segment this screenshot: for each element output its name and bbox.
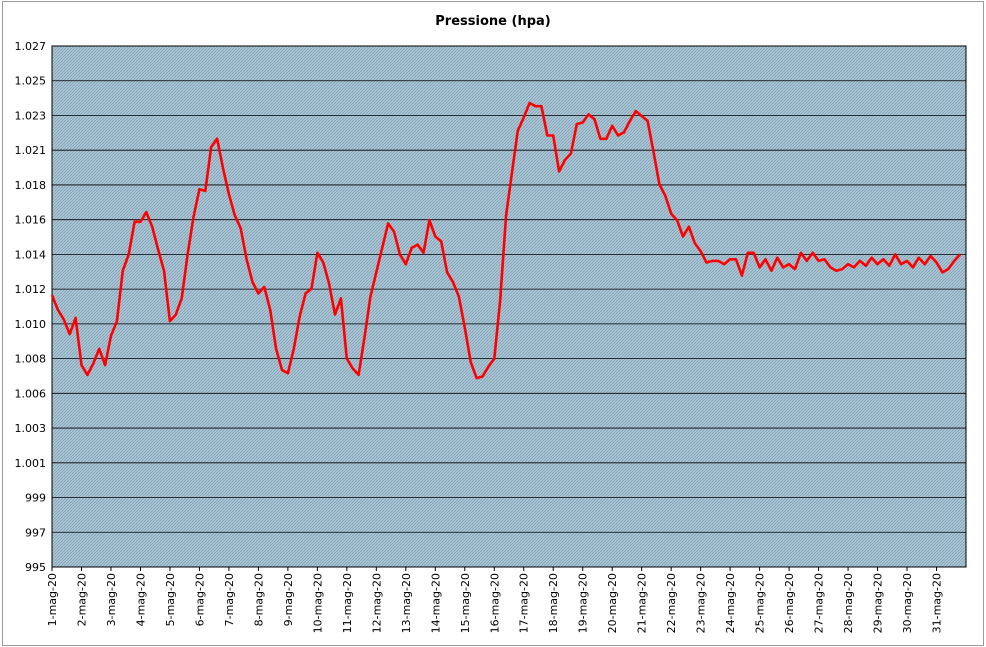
x-tick-label: 7-mag-20 — [223, 573, 236, 626]
x-tick-label: 23-mag-20 — [695, 573, 708, 633]
x-tick-label: 12-mag-20 — [370, 573, 383, 633]
y-tick-label: 1.010 — [15, 318, 47, 331]
x-tick-label: 22-mag-20 — [665, 573, 678, 633]
y-tick-label: 1.027 — [15, 40, 47, 53]
x-tick-label: 14-mag-20 — [429, 573, 442, 633]
y-tick-label: 1.012 — [15, 283, 47, 296]
x-tick-label: 25-mag-20 — [754, 573, 767, 633]
y-tick-label: 1.016 — [15, 214, 47, 227]
y-tick-label: 1.018 — [15, 179, 47, 192]
x-tick-label: 6-mag-20 — [193, 573, 206, 626]
y-tick-label: 1.014 — [15, 248, 47, 261]
x-tick-label: 8-mag-20 — [252, 573, 265, 626]
x-tick-label: 5-mag-20 — [164, 573, 177, 626]
x-tick-label: 4-mag-20 — [134, 573, 147, 626]
y-tick-label: 1.008 — [15, 353, 47, 366]
x-tick-label: 10-mag-20 — [311, 573, 324, 633]
x-tick-label: 29-mag-20 — [872, 573, 885, 633]
x-tick-label: 19-mag-20 — [577, 573, 590, 633]
x-tick-label: 27-mag-20 — [813, 573, 826, 633]
y-tick-label: 1.021 — [15, 144, 47, 157]
plot-area — [51, 45, 967, 568]
x-tick-label: 24-mag-20 — [724, 573, 737, 633]
x-tick-label: 3-mag-20 — [105, 573, 118, 626]
y-tick-label: 1.001 — [15, 457, 47, 470]
x-axis: 1-mag-20 2-mag-20 3-mag-20 4-mag-20 5-mag-20… — [46, 567, 944, 633]
y-tick-label: 999 — [25, 492, 46, 505]
x-tick-label: 11-mag-20 — [341, 573, 354, 633]
x-tick-label: 18-mag-20 — [547, 573, 560, 633]
x-tick-label: 1-mag-20 — [46, 573, 59, 626]
x-tick-label: 9-mag-20 — [282, 573, 295, 626]
y-tick-label: 1.006 — [15, 387, 47, 400]
y-axis: 995 997 999 1.001 1.003 1.006 1.008 1.010 1.012 1… — [15, 40, 47, 574]
x-tick-label: 26-mag-20 — [783, 573, 796, 633]
y-tick-label: 995 — [25, 561, 46, 574]
y-tick-label: 997 — [25, 526, 46, 539]
series-group — [50, 101, 962, 380]
y-tick-label: 1.025 — [15, 75, 47, 88]
y-tick-label: 1.003 — [15, 422, 47, 435]
x-tick-label: 31-mag-20 — [931, 573, 944, 633]
x-tick-label: 2-mag-20 — [75, 573, 88, 626]
x-tick-label: 21-mag-20 — [636, 573, 649, 633]
x-tick-label: 17-mag-20 — [518, 573, 531, 633]
x-tick-label: 16-mag-20 — [488, 573, 501, 633]
series-line — [50, 101, 962, 380]
x-tick-label: 20-mag-20 — [606, 573, 619, 633]
chart-title: Pressione (hpa) — [435, 14, 551, 29]
x-tick-label: 28-mag-20 — [842, 573, 855, 633]
x-tick-label: 15-mag-20 — [459, 573, 472, 633]
x-tick-label: 13-mag-20 — [400, 573, 413, 633]
y-tick-label: 1.023 — [15, 109, 47, 122]
x-tick-label: 30-mag-20 — [901, 573, 914, 633]
